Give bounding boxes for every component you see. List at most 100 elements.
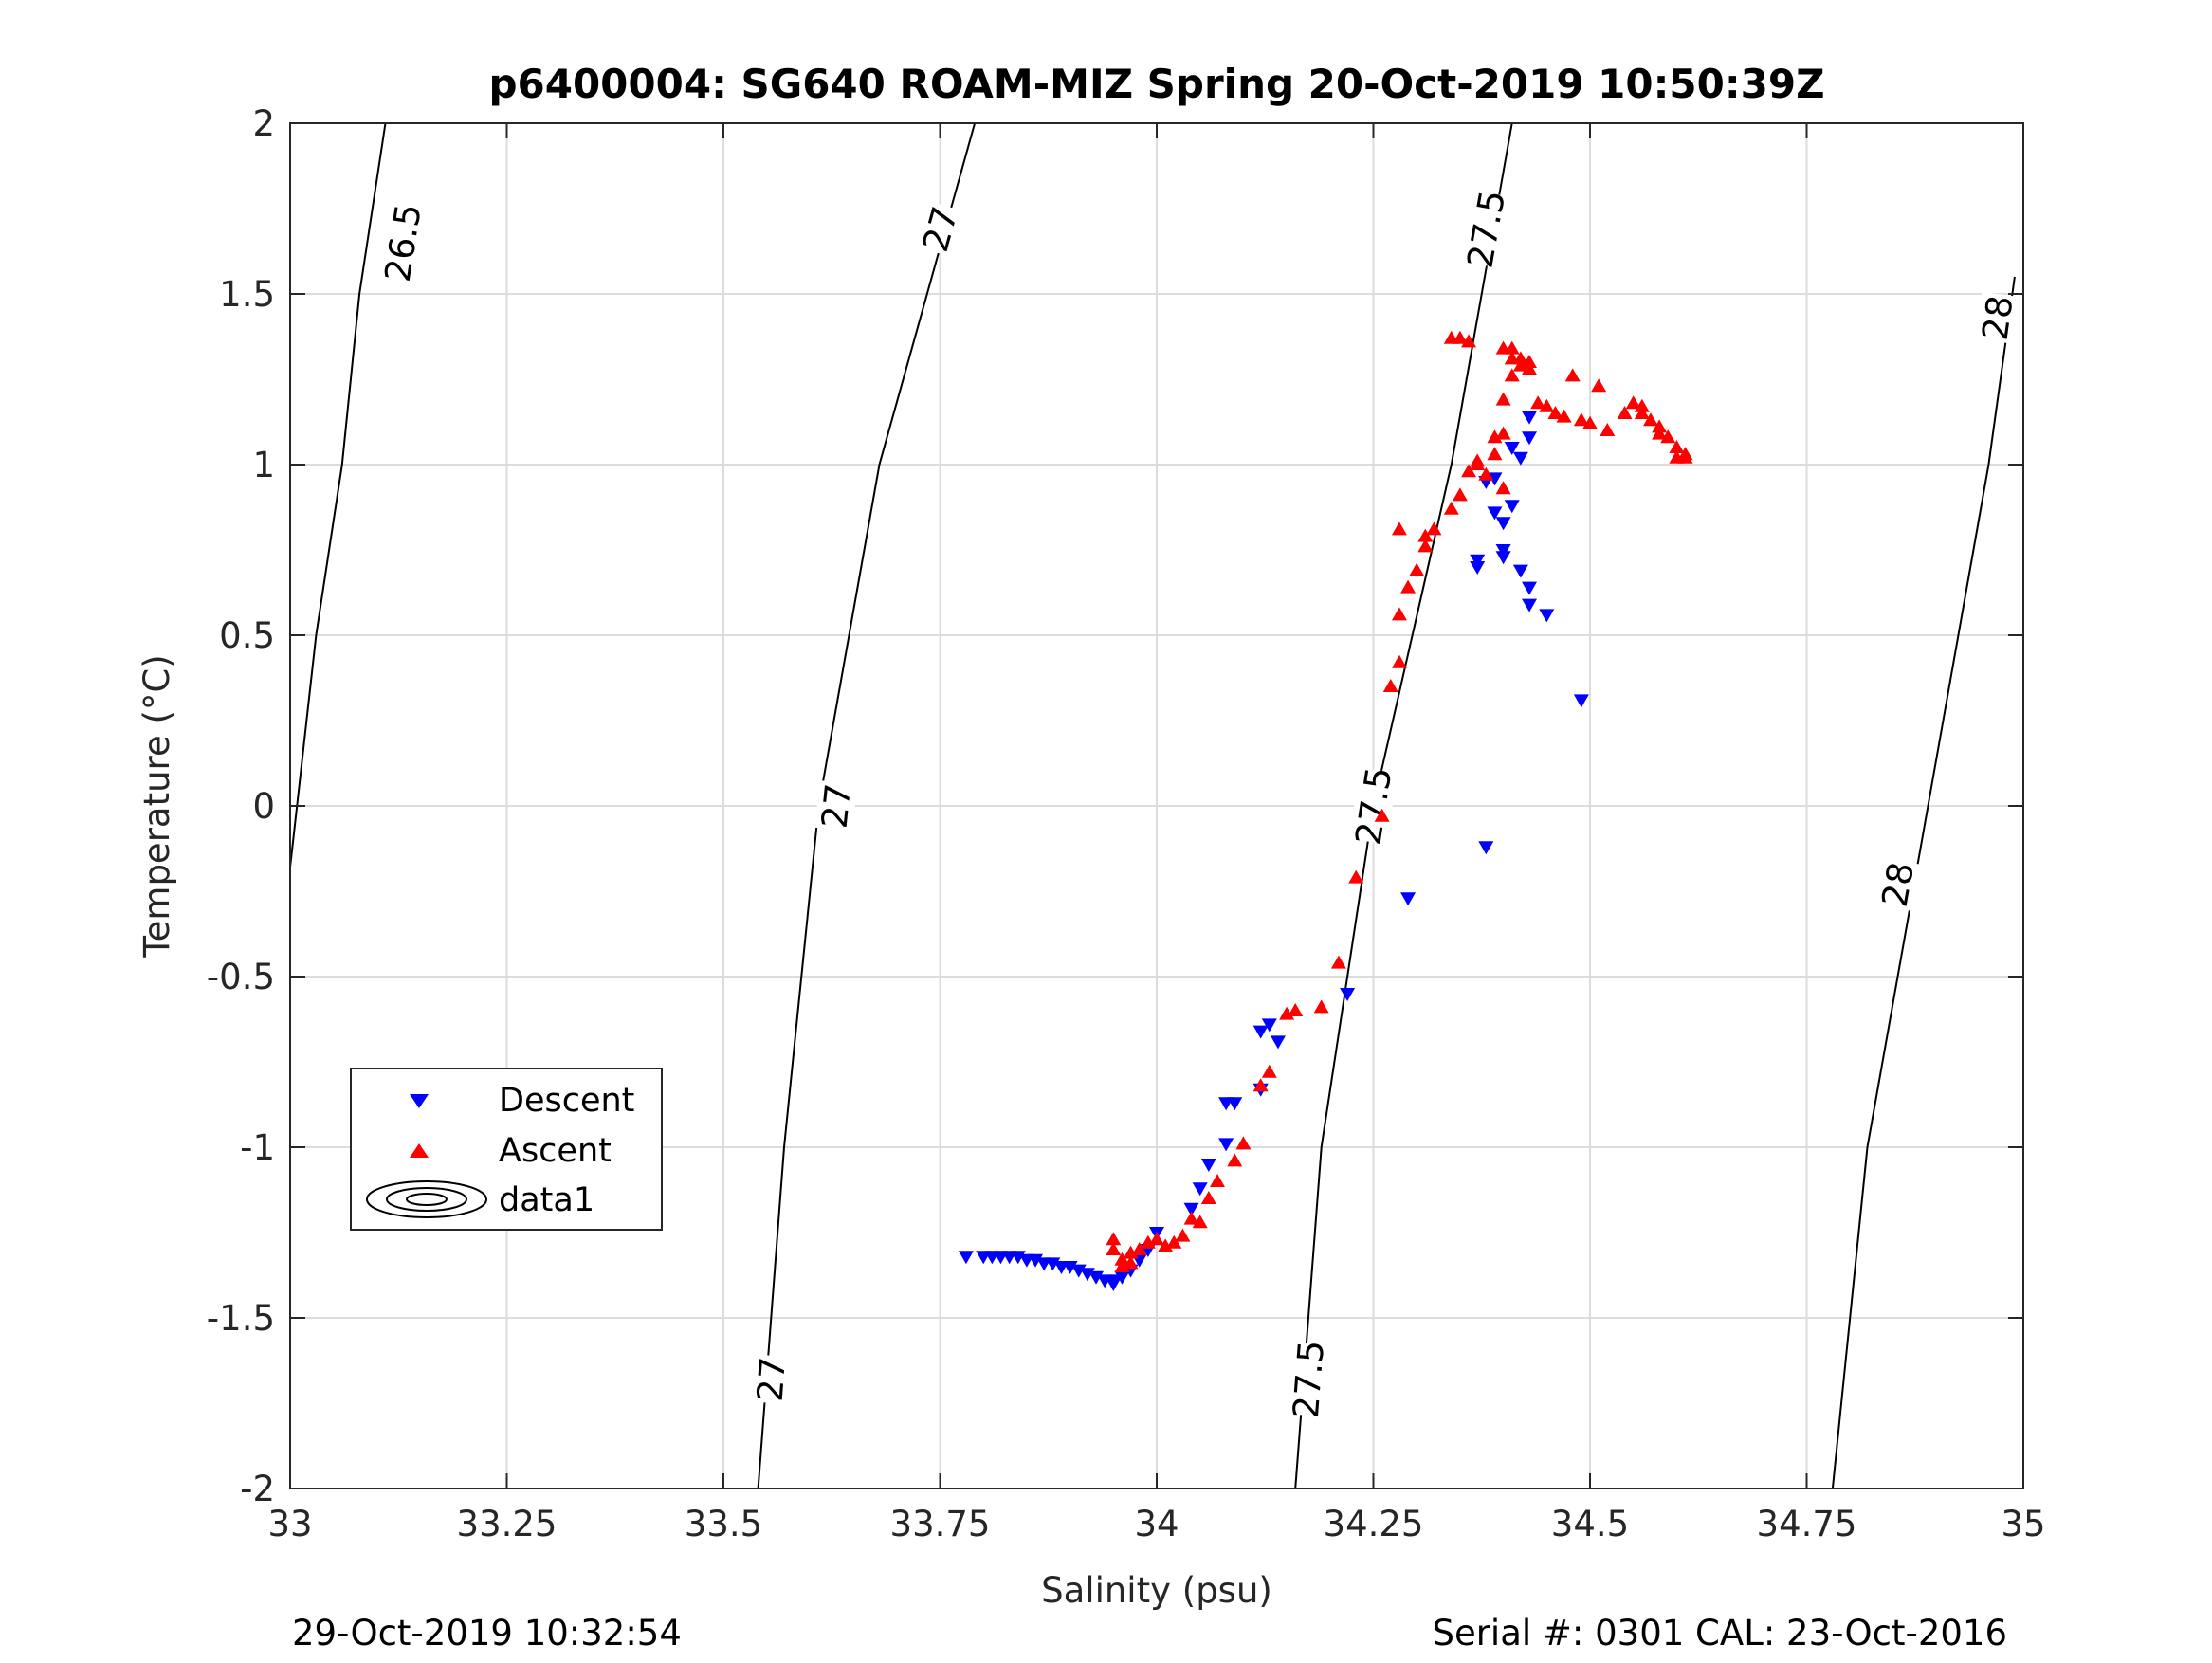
descent-point bbox=[1470, 554, 1486, 568]
isopycnal-label-bg bbox=[1287, 1342, 1330, 1417]
ascent-point bbox=[1582, 415, 1598, 429]
ascent-point bbox=[1426, 521, 1442, 536]
ascent-point bbox=[1443, 501, 1459, 515]
ascent-point bbox=[1200, 1191, 1216, 1204]
descent-point bbox=[1522, 431, 1538, 446]
isopycnal-label-bg bbox=[1874, 857, 1921, 911]
y-tick-label: -2 bbox=[240, 1469, 275, 1509]
ascent-point bbox=[1556, 409, 1572, 423]
ascent-point bbox=[1478, 466, 1494, 481]
ascent-point bbox=[1564, 368, 1581, 382]
descent-point bbox=[1028, 1253, 1044, 1268]
ascent-point bbox=[1461, 464, 1477, 478]
legend-data1-label: data1 bbox=[499, 1181, 594, 1219]
isopycnal-label-bg bbox=[750, 1354, 793, 1405]
isopycnal-label: 27 bbox=[750, 1356, 794, 1403]
ascent-point bbox=[1443, 330, 1459, 344]
ascent-point bbox=[1417, 528, 1434, 542]
descent-point bbox=[1522, 581, 1538, 595]
descent-point bbox=[1192, 1182, 1208, 1197]
ascent-point bbox=[1470, 457, 1486, 470]
x-tick-label: 35 bbox=[2001, 1504, 2045, 1544]
y-tick-label: 2 bbox=[252, 103, 275, 144]
ascent-point bbox=[1391, 654, 1407, 668]
ascent-point bbox=[1114, 1252, 1130, 1266]
descent-point bbox=[1400, 892, 1417, 906]
ascent-point bbox=[1106, 1242, 1122, 1255]
ascent-point bbox=[1452, 487, 1468, 502]
descent-point bbox=[1522, 598, 1538, 612]
descent-point bbox=[1261, 1018, 1277, 1033]
ascent-point bbox=[1573, 412, 1589, 427]
isopycnal-label-group: 27 bbox=[814, 780, 859, 832]
isopycnal-label: 27.5 bbox=[1286, 1339, 1332, 1419]
descent-point bbox=[1045, 1257, 1061, 1271]
ascent-point bbox=[1131, 1242, 1147, 1255]
ascent-point bbox=[1140, 1234, 1156, 1249]
isopycnal-label-bg bbox=[915, 201, 965, 258]
descent-point bbox=[1512, 564, 1528, 578]
descent-point bbox=[1495, 517, 1511, 531]
ascent-point bbox=[1279, 1006, 1295, 1020]
footer-timestamp: 29-Oct-2019 10:32:54 bbox=[292, 1613, 682, 1654]
ascent-point bbox=[1461, 334, 1477, 348]
descent-point bbox=[1088, 1270, 1105, 1285]
isopycnal-label-group: 28 bbox=[1874, 857, 1923, 911]
descent-point bbox=[1470, 561, 1486, 575]
y-tick-label: 1 bbox=[252, 445, 275, 485]
x-tick-label: 34 bbox=[1134, 1504, 1179, 1544]
ascent-point bbox=[1634, 406, 1650, 419]
ascent-point bbox=[1123, 1245, 1139, 1259]
ascent-point bbox=[1409, 562, 1425, 576]
ascent-point bbox=[1114, 1259, 1130, 1272]
descent-point bbox=[1010, 1251, 1026, 1265]
isopycnal-label: 27 bbox=[814, 781, 860, 830]
ascent-point bbox=[1512, 351, 1528, 365]
ascent-point bbox=[1652, 426, 1668, 440]
descent-point bbox=[1512, 451, 1528, 466]
descent-point bbox=[1218, 1138, 1234, 1152]
ascent-point bbox=[1495, 481, 1511, 495]
ascent-point bbox=[1522, 355, 1538, 368]
ascent-point bbox=[1227, 1153, 1243, 1167]
isopycnal-label-bg bbox=[1975, 291, 2020, 344]
isopycnal-label-bg bbox=[814, 780, 858, 832]
descent-point bbox=[1495, 551, 1511, 565]
ascent-point bbox=[1123, 1255, 1139, 1270]
ascent-point bbox=[1600, 423, 1616, 436]
descent-point bbox=[1106, 1278, 1122, 1291]
legend-box bbox=[350, 1068, 663, 1231]
y-axis-label: Temperature (°C) bbox=[137, 654, 177, 958]
ascent-point bbox=[1330, 955, 1346, 969]
ascent-point bbox=[1625, 395, 1641, 410]
grid bbox=[289, 122, 2024, 1489]
axis-ticks: 33 33.25 33.5 33.75 34 34.25 34.5 34.75 35 -2 -1.5… bbox=[207, 103, 2046, 1544]
descent-point bbox=[1539, 609, 1555, 623]
descent-point bbox=[1270, 1035, 1286, 1050]
descent-point bbox=[1573, 694, 1589, 708]
ascent-point bbox=[1382, 679, 1398, 692]
ascent-point bbox=[1642, 412, 1658, 427]
isopycnal-label: 28 bbox=[1975, 293, 2021, 343]
ascent-point bbox=[1634, 398, 1650, 412]
isopycnal-label: 28 bbox=[1874, 859, 1923, 910]
ascent-point bbox=[1504, 340, 1520, 355]
x-tick-label: 33.25 bbox=[457, 1504, 558, 1544]
ascent-point bbox=[1209, 1174, 1225, 1187]
isopycnal-label-group: 27.5 bbox=[1286, 1339, 1332, 1419]
descent-point bbox=[1062, 1261, 1078, 1274]
ascent-point bbox=[1677, 449, 1693, 464]
ascent-point bbox=[1547, 406, 1563, 419]
descent-point bbox=[1183, 1202, 1199, 1216]
ascent-point bbox=[1192, 1215, 1208, 1229]
isopycnal-label-bg bbox=[1460, 190, 1511, 268]
ascent-point bbox=[1617, 406, 1633, 419]
descent-point bbox=[1200, 1159, 1216, 1172]
ascent-point bbox=[1252, 1078, 1269, 1092]
isopycnal-label-bg bbox=[378, 204, 428, 282]
x-tick-label: 33.5 bbox=[685, 1504, 762, 1544]
legend-ascent-marker bbox=[410, 1143, 429, 1158]
legend-descent-label: Descent bbox=[499, 1082, 634, 1120]
descent-point bbox=[1504, 500, 1520, 514]
